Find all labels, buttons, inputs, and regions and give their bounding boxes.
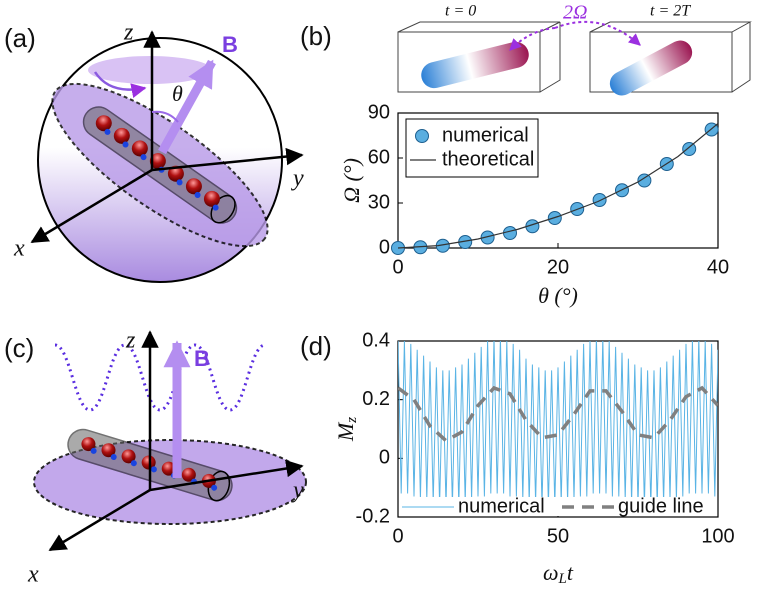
diagram-c: (c) z y x B	[4, 328, 307, 588]
cone-cap	[88, 56, 212, 84]
legend-marker	[415, 129, 429, 143]
y-tick-label: 60	[368, 146, 390, 168]
plot-area	[391, 122, 719, 255]
diagram-a: (a) z y x B θ	[4, 20, 304, 283]
line	[397, 123, 719, 249]
y-axis	[151, 147, 304, 172]
x-axis	[30, 168, 153, 244]
line	[398, 341, 718, 506]
spins	[95, 115, 220, 211]
inset-box	[397, 21, 561, 93]
angle-label: θ	[172, 81, 183, 106]
axis-name: z	[123, 20, 134, 46]
y-tick-label: 90	[368, 101, 390, 123]
axis-name: x	[27, 562, 39, 588]
inset-capsule	[421, 41, 529, 89]
y-axis-label: Ω (°)	[339, 158, 364, 203]
y-axis	[149, 459, 304, 492]
legend-label: numerical	[458, 495, 545, 517]
y-tick-label: 30	[368, 191, 390, 213]
y-tick-label: 0	[379, 447, 390, 469]
legend-label: theoretical	[442, 148, 534, 170]
plot-area	[398, 341, 718, 506]
insets	[397, 20, 752, 96]
x-axis-label: ωLt	[543, 560, 574, 587]
axis-name: y	[291, 166, 304, 192]
precession-arrow	[93, 71, 147, 98]
marker	[480, 230, 495, 245]
x-axis	[48, 488, 151, 552]
x-tick-label: 0	[392, 525, 403, 547]
wave	[54, 343, 266, 412]
panel-label: (c)	[4, 333, 34, 363]
marker	[592, 193, 607, 207]
panel-label: (a)	[4, 23, 36, 53]
panel-label: (d)	[300, 331, 332, 361]
x-tick-label: 40	[707, 256, 729, 278]
legend-box	[399, 497, 717, 516]
x-tick-label: 100	[701, 525, 734, 547]
legend-label: guide line	[618, 495, 704, 517]
y-tick-label: 0	[379, 236, 390, 258]
field-arrow	[158, 59, 216, 155]
marker	[503, 226, 517, 240]
axis-name: x	[13, 236, 25, 262]
field-label: B	[222, 32, 238, 57]
inset-arrow	[509, 27, 556, 51]
inset-box	[589, 21, 752, 93]
marker	[637, 173, 652, 188]
x-tick-label: 50	[547, 525, 569, 547]
panel-label: (b)	[300, 21, 332, 51]
legend-label: numerical	[442, 124, 529, 146]
x-tick-label: 0	[392, 256, 403, 278]
axis-name: y	[291, 478, 304, 504]
y-tick-label: 0.2	[362, 388, 390, 410]
field-label: B	[194, 346, 210, 371]
annotation: t = 0	[445, 3, 476, 20]
y-axis-label: Mz	[333, 417, 360, 442]
marker	[682, 142, 697, 156]
axis-name: z	[125, 328, 136, 354]
inset-arrow	[554, 20, 641, 46]
x-axis-label: θ (°)	[538, 283, 578, 308]
legend-box	[405, 118, 539, 178]
line	[398, 385, 718, 443]
angle-arc	[151, 110, 179, 123]
y-tick-label: 0.4	[362, 329, 390, 351]
annotation: t = 2T	[650, 3, 691, 20]
x-tick-label: 20	[547, 256, 569, 278]
inset-capsule	[609, 40, 693, 96]
annotation: 2Ω	[563, 2, 587, 24]
y-tick-label: -0.2	[356, 505, 390, 527]
